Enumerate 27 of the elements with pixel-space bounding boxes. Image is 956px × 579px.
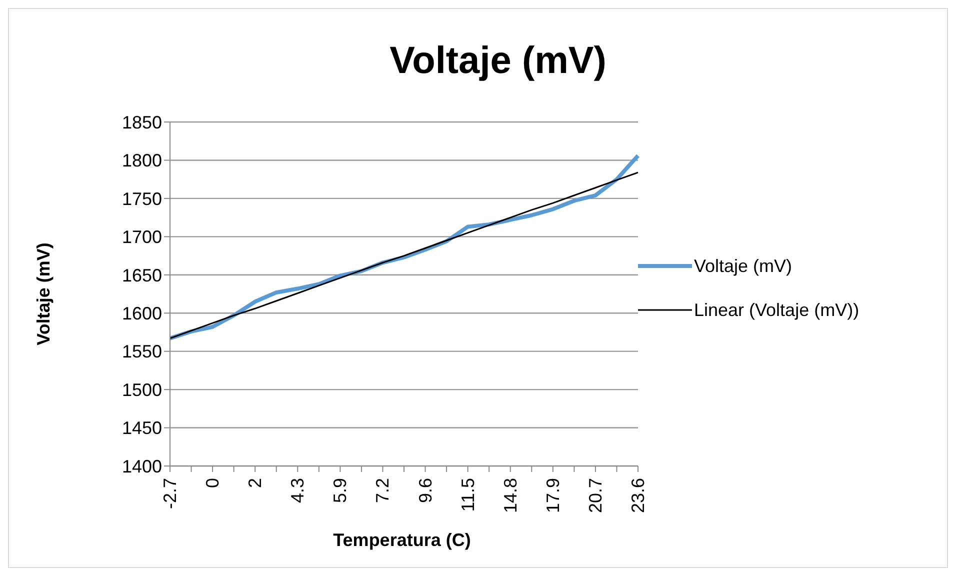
x-tick-label: 17.9 [542, 478, 563, 514]
legend-label: Voltaje (mV) [694, 256, 792, 276]
x-axis-title: Temperatura (C) [332, 530, 472, 551]
y-tick-label: 1400 [122, 456, 162, 476]
x-tick-label: 5.9 [330, 478, 350, 504]
y-tick-label: 1600 [122, 304, 162, 324]
y-tick-label: 1800 [122, 150, 162, 171]
legend-label: Linear (Voltaje (mV)) [694, 300, 860, 320]
y-tick-label: 1450 [122, 418, 162, 438]
chart-title: Voltaje (mV) [388, 40, 608, 83]
y-tick-label: 1750 [122, 188, 162, 209]
x-tick-label: 9.6 [415, 478, 436, 504]
x-tick-label: 0 [202, 478, 223, 488]
x-tick-label: -2.7 [160, 478, 180, 510]
x-tick-label: 20.7 [585, 478, 606, 514]
y-tick-label: 1550 [122, 342, 162, 362]
y-axis-title: Voltaje (mV) [34, 242, 54, 346]
y-tick-label: 1850 [122, 112, 162, 132]
x-tick-label: 14.8 [500, 478, 520, 514]
x-tick-label: 4.3 [288, 478, 308, 504]
x-tick-label: 7.2 [372, 478, 393, 504]
x-tick-label: 23.6 [628, 478, 648, 514]
x-tick-label: 2 [245, 478, 266, 488]
y-tick-label: 1500 [122, 380, 162, 400]
y-tick-label: 1700 [122, 227, 162, 248]
x-tick-label: 11.5 [458, 478, 478, 512]
y-tick-label: 1650 [122, 265, 162, 286]
